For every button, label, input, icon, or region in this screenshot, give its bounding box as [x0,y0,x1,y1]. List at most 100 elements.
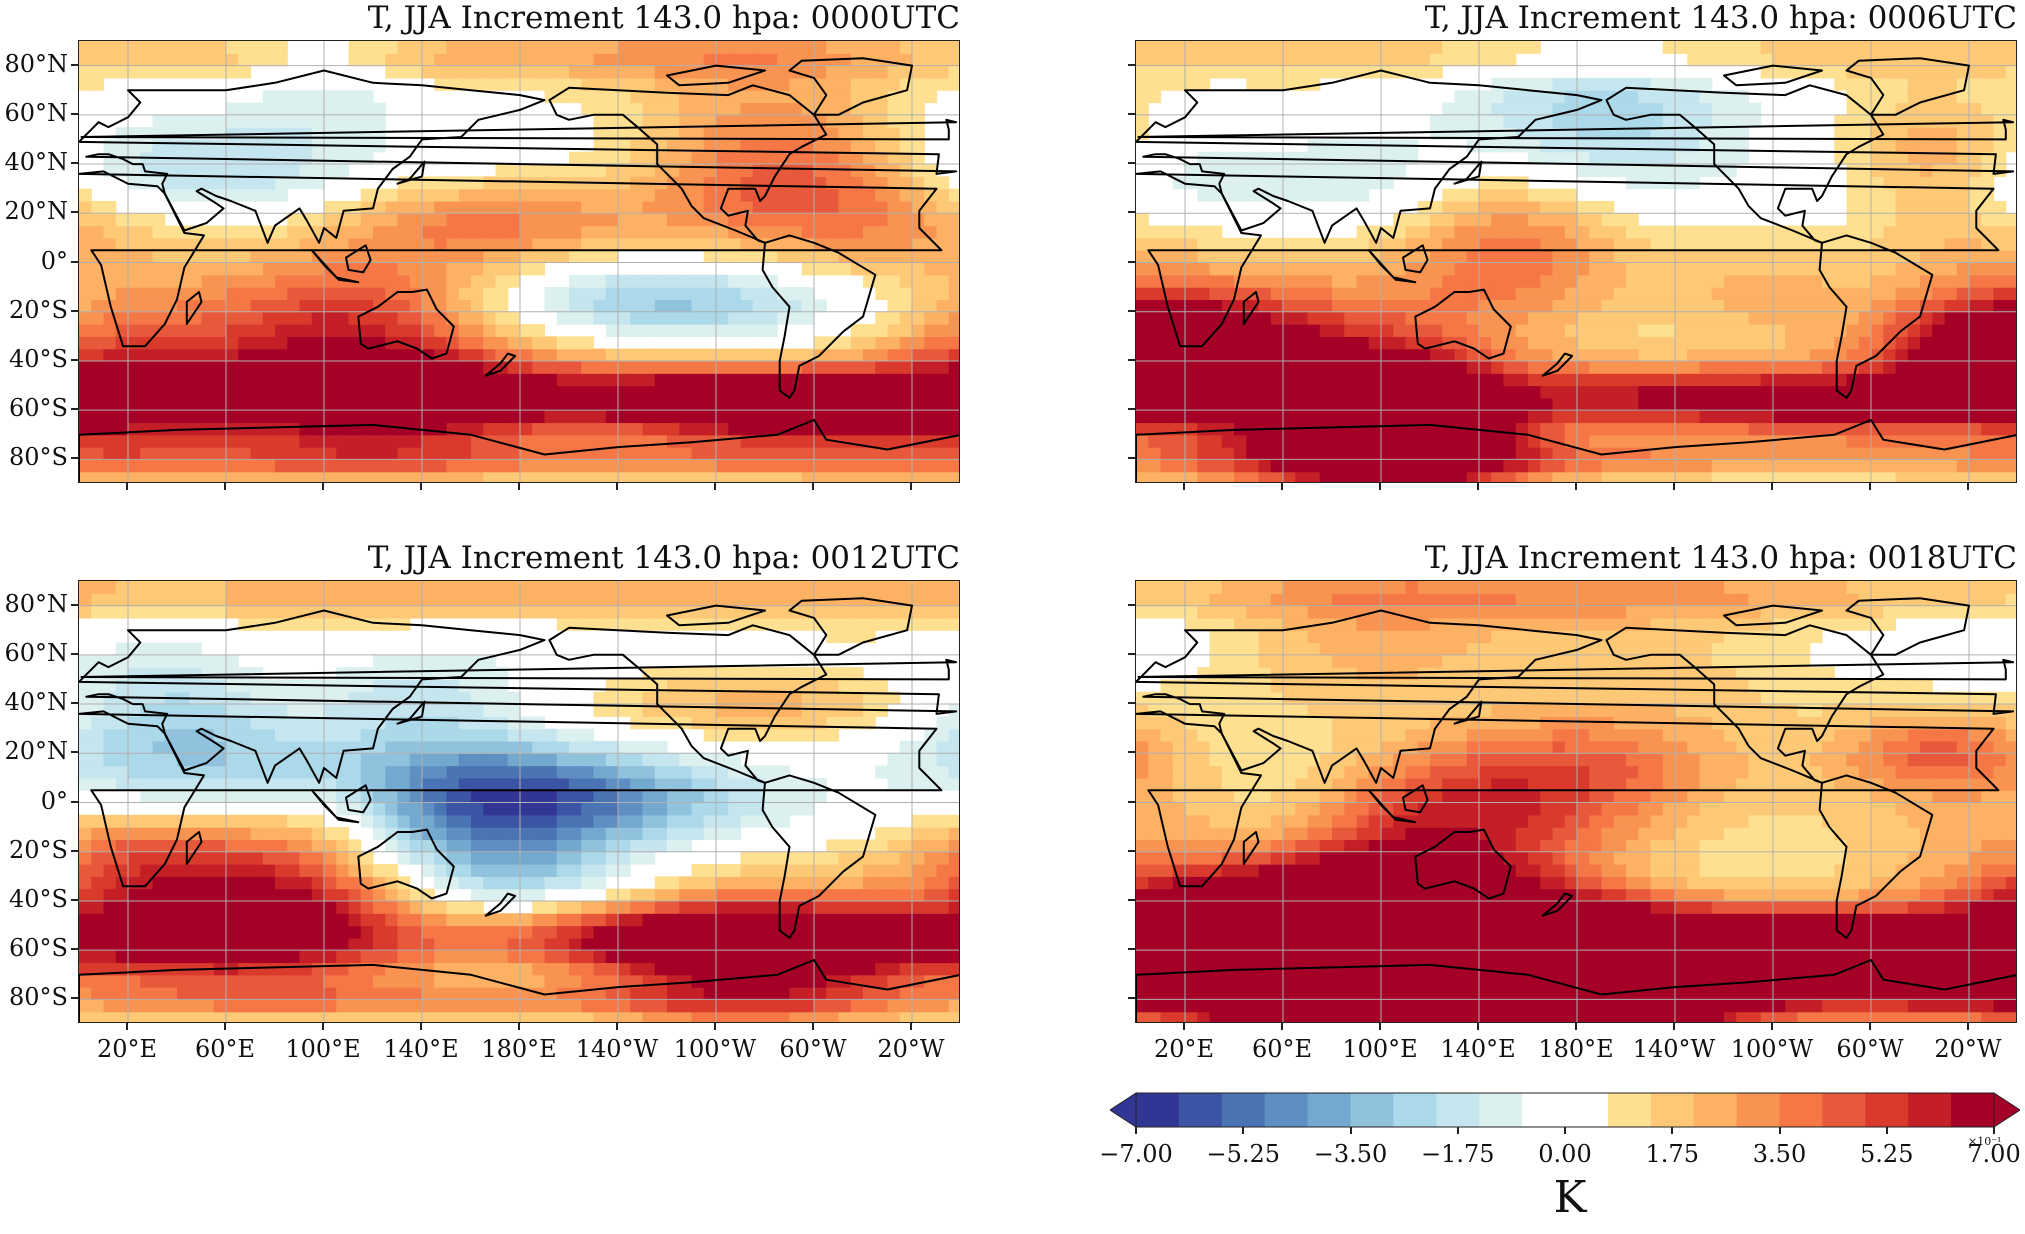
lon-label: 60°E [194,1035,256,1063]
lon-label: 20°W [1934,1035,2002,1063]
lat-tick [71,63,78,66]
colorbar-tick [1671,1127,1674,1134]
lon-tick [1379,1023,1381,1030]
lat-tick [71,162,78,165]
lat-tick [71,849,78,852]
lat-label: 20°N [4,737,68,766]
lat-tick [71,751,78,754]
coastlines [1136,597,2016,1022]
lon-tick [1477,483,1479,490]
lon-label: 20°E [1153,1035,1215,1063]
lon-tick [322,483,324,490]
lat-tick [1128,408,1135,411]
lat-tick [71,260,78,263]
lon-tick [1477,1023,1479,1030]
lat-tick [1128,997,1135,1000]
colorbar-swatch [1307,1093,1351,1127]
lat-tick [1128,702,1135,705]
colorbar-exponent: ×10⁻¹ [1968,1135,2002,1148]
lat-label: 80°S [9,983,68,1012]
lat-tick [71,898,78,901]
colorbar-swatch [1565,1093,1609,1127]
lon-label: 20°W [877,1035,945,1063]
colorbar-tick [1456,1127,1459,1134]
lat-label: 0° [40,246,68,275]
anomaly-field [1136,581,2016,1022]
lat-tick [1128,603,1135,606]
lat-tick [71,309,78,312]
lon-tick [224,1023,226,1030]
lat-label: 80°N [4,49,68,78]
lat-label: 0° [40,786,68,815]
lon-tick [1673,483,1675,490]
lon-tick [616,483,618,490]
lat-tick [1128,260,1135,263]
lon-label: 100°W [1730,1035,1814,1063]
coastlines [79,57,959,482]
colorbar-tick-label: 5.25 [1860,1140,1914,1168]
colorbar-swatch [1522,1093,1566,1127]
lat-tick [71,112,78,115]
lon-label: 140°W [575,1035,659,1063]
colorbar-tick-label: −5.25 [1206,1140,1281,1168]
colorbar-tick [1349,1127,1352,1134]
lat-tick [71,603,78,606]
lon-tick [322,1023,324,1030]
lat-tick [71,948,78,951]
colorbar-swatch [1736,1093,1780,1127]
colorbar-tick [1993,1127,1995,1134]
lat-tick [71,211,78,214]
lat-tick [1128,652,1135,655]
lon-tick [714,483,716,490]
colorbar-tick-label: −1.75 [1420,1140,1495,1168]
lon-label: 60°W [779,1035,847,1063]
lat-tick [1128,800,1135,803]
lat-tick [71,408,78,411]
lat-label: 60°S [9,934,68,963]
lon-label: 180°E [481,1035,557,1063]
lat-tick [71,358,78,361]
colorbar-swatch [1436,1093,1480,1127]
panel-title: T, JJA Increment 143.0 hpa: 0000UTC [367,0,960,36]
colorbar-tick-label: 3.50 [1752,1140,1807,1168]
lon-tick [812,483,814,490]
colorbar-swatch [1822,1093,1866,1127]
colorbar-unit: K [1553,1172,1587,1223]
lon-tick [1967,483,1969,490]
panel-title: T, JJA Increment 143.0 hpa: 0012UTC [367,540,960,576]
colorbar [1109,1088,2021,1136]
map-svg [1136,41,2016,482]
lon-tick [126,1023,128,1030]
colorbar-tick-label: 7.00 [1967,1140,2021,1168]
lat-tick [71,652,78,655]
colorbar-swatch [1650,1093,1695,1127]
colorbar-tick-label: 1.75 [1645,1140,1699,1168]
lon-tick [1379,483,1381,490]
lon-tick [1575,1023,1577,1030]
lon-label: 100°W [673,1035,757,1063]
lat-label: 80°S [9,443,68,472]
lat-tick [1128,309,1135,312]
lat-tick [1128,898,1135,901]
lon-tick [812,1023,814,1030]
lon-tick [714,1023,716,1030]
colorbar-swatch [1136,1093,1180,1127]
lon-tick [616,1023,618,1030]
coastlines [79,597,959,1022]
colorbar-tick-label: 0.00 [1538,1140,1592,1168]
lon-tick [126,483,128,490]
lon-label: 140°E [383,1035,459,1063]
colorbar-swatch [1393,1093,1437,1127]
colorbar-tick [1778,1127,1781,1134]
lat-tick [1128,211,1135,214]
colorbar-swatch [1865,1093,1909,1127]
lon-tick [420,483,422,490]
lon-tick [1771,483,1773,490]
colorbar-swatch [1951,1093,1995,1127]
colorbar-swatch [1221,1093,1266,1127]
lat-tick [71,702,78,705]
lon-label: 140°E [1440,1035,1516,1063]
colorbar-swatch [1779,1093,1823,1127]
panel-title: T, JJA Increment 143.0 hpa: 0006UTC [1424,0,2017,36]
colorbar-swatch [1693,1093,1738,1127]
